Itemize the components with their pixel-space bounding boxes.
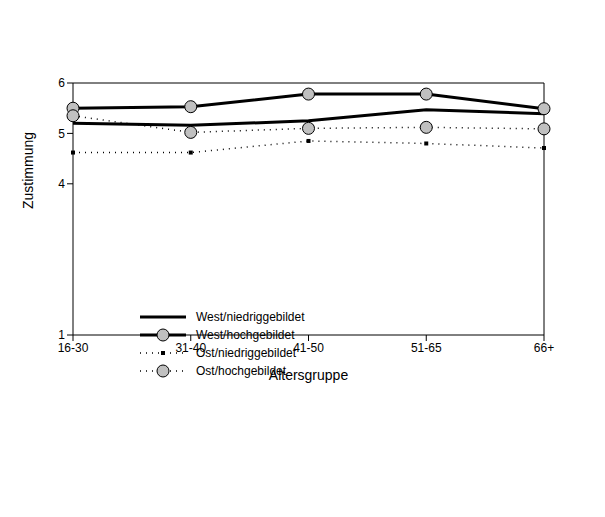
svg-text:16-30: 16-30: [58, 341, 89, 355]
svg-text:4: 4: [58, 177, 65, 191]
svg-text:66+: 66+: [534, 341, 554, 355]
svg-text:Zustimmung: Zustimmung: [20, 132, 36, 209]
html-text:Ost/hochgebildet: Ost/hochgebildet: [196, 364, 287, 378]
html-text:West/hochgebildet: West/hochgebildet: [196, 328, 295, 342]
svg-text:51-65: 51-65: [411, 341, 442, 355]
svg-text:41-50: 41-50: [293, 341, 324, 355]
html-text:Ost/niedriggebildet: Ost/niedriggebildet: [196, 346, 297, 360]
html-text:West/niedriggebildet: West/niedriggebildet: [196, 310, 305, 324]
svg-text:1: 1: [58, 328, 65, 342]
svg-text:5: 5: [58, 127, 65, 141]
svg-text:6: 6: [58, 76, 65, 90]
svg-text:31-40: 31-40: [175, 341, 206, 355]
svg-text:Altersgruppe: Altersgruppe: [269, 367, 349, 383]
